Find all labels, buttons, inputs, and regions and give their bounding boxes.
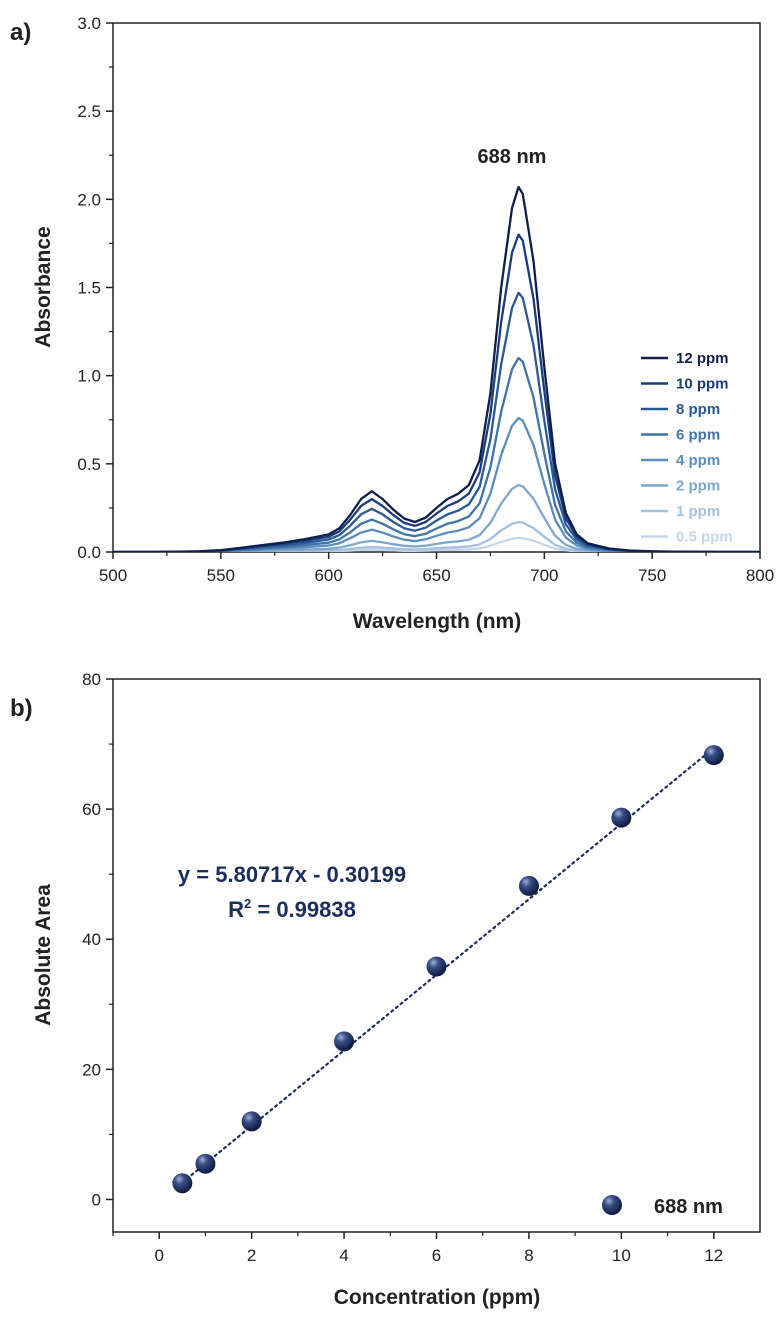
x-tick-label-b: 2: [247, 1246, 256, 1265]
y-tick-label-a: 2.5: [77, 102, 101, 121]
plot-frame-a: [112, 22, 761, 553]
x-axis-a: 500 550 600 650 700 750 800: [99, 552, 774, 585]
y-axis-title-a: Absorbance: [32, 226, 55, 347]
legend-label-a: 4 ppm: [676, 452, 720, 469]
x-tick-label-b: 6: [432, 1246, 441, 1265]
y-tick-label-b: 0: [92, 1190, 101, 1209]
legend-label-b: 688 nm: [654, 1196, 723, 1218]
data-point: [518, 875, 539, 896]
absorbance-chart: a) 0.0 0.5 1.0 1.5 2.0 2.5 3.0 500 550 600 650 700…: [10, 14, 774, 633]
x-axis-title-b: Concentration (ppm): [334, 1286, 540, 1309]
legend-label-a: 6 ppm: [676, 427, 720, 444]
y-axis-title-b: Absolute Area: [32, 884, 55, 1026]
x-tick-label-a: 700: [530, 566, 558, 585]
x-tick-label-b: 10: [612, 1246, 631, 1265]
y-tick-label-b: 60: [82, 800, 101, 819]
spectra-lines: [113, 185, 760, 552]
data-point: [703, 745, 724, 766]
legend-label-a: 1 ppm: [676, 503, 720, 520]
legend-label-a: 12 ppm: [676, 350, 729, 367]
x-tick-label-a: 650: [422, 566, 450, 585]
y-tick-label-a: 0.0: [77, 543, 101, 562]
peak-annotation: 688 nm: [478, 146, 547, 168]
x-tick-label-b: 8: [524, 1246, 533, 1265]
legend-label-a: 8 ppm: [676, 401, 720, 418]
series-line: [113, 356, 760, 552]
data-point: [172, 1173, 193, 1194]
panel-label-a: a): [10, 19, 31, 46]
y-tick-label-b: 20: [82, 1060, 101, 1079]
series-line: [113, 483, 760, 552]
x-tick-label-a: 550: [207, 566, 235, 585]
legend-label-a: 10 ppm: [676, 376, 729, 393]
legend-marker-b: [602, 1195, 622, 1215]
plot-frame-b: [112, 678, 761, 1233]
x-axis-b: 0 2 4 6 8 10 12: [112, 1232, 723, 1265]
x-tick-label-a: 500: [99, 566, 127, 585]
y-axis-a: 0.0 0.5 1.0 1.5 2.0 2.5 3.0: [77, 14, 113, 562]
x-tick-label-a: 800: [746, 566, 774, 585]
series-line: [113, 185, 760, 552]
legend-label-a: 0.5 ppm: [676, 529, 733, 546]
y-axis-b: 0 20 40 60 80: [82, 670, 113, 1209]
y-tick-label-a: 1.0: [77, 367, 101, 386]
y-tick-label-b: 80: [82, 670, 101, 689]
r-squared: R2 = 0.99838: [228, 896, 356, 922]
x-tick-label-a: 750: [638, 566, 666, 585]
data-points: [172, 745, 724, 1194]
data-point: [426, 956, 447, 977]
legend-label-a: 2 ppm: [676, 478, 720, 495]
data-point: [611, 807, 632, 828]
panel-label-b: b): [10, 695, 33, 722]
x-axis-title-a: Wavelength (nm): [353, 610, 521, 633]
x-tick-label-b: 4: [339, 1246, 348, 1265]
data-point: [195, 1153, 216, 1174]
fit-equation: y = 5.80717x - 0.30199: [178, 862, 406, 887]
data-point: [241, 1111, 262, 1132]
y-tick-label-a: 3.0: [77, 14, 101, 33]
y-tick-label-a: 2.0: [77, 190, 101, 209]
y-tick-label-b: 40: [82, 930, 101, 949]
x-tick-label-b: 12: [704, 1246, 723, 1265]
series-line: [113, 291, 760, 552]
data-point: [334, 1031, 355, 1052]
series-line: [113, 416, 760, 552]
legend-a: 12 ppm 10 ppm 8 ppm 6 ppm 4 ppm 2 ppm 1 ppm 0.5…: [641, 350, 733, 546]
fit-line: [181, 746, 715, 1184]
series-line: [113, 233, 760, 552]
x-tick-label-a: 600: [314, 566, 342, 585]
calibration-chart: b) 0 20 40 60 80 0 2 4 6 8 10 12 y = 5.80717x - 0.…: [10, 670, 761, 1309]
y-tick-label-a: 1.5: [77, 279, 101, 298]
x-tick-label-b: 0: [154, 1246, 163, 1265]
y-tick-label-a: 0.5: [77, 455, 101, 474]
